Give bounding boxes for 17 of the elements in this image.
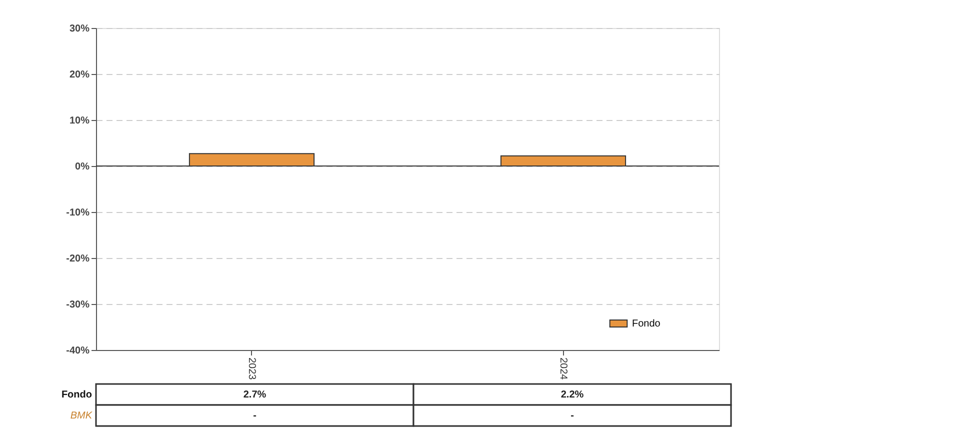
x-tick-label: 2024 xyxy=(557,358,568,380)
y-tick-label: 10% xyxy=(69,116,90,126)
text: Fondo xyxy=(61,390,92,400)
y-tick-label: -20% xyxy=(66,254,90,264)
legend-label: Fondo xyxy=(632,318,661,330)
y-tick-label: 20% xyxy=(69,70,90,80)
y-tick-label: -40% xyxy=(66,346,90,356)
data-label: 2.7% xyxy=(243,390,266,400)
y-tick-label: -10% xyxy=(66,208,90,218)
legend-label: BMK xyxy=(70,410,94,422)
x-tick-label: 2023 xyxy=(246,358,257,380)
data-label: 2.2% xyxy=(560,390,584,400)
y-tick-label: 30% xyxy=(69,24,90,34)
y-tick-label: -30% xyxy=(66,300,90,310)
text: - xyxy=(570,410,574,422)
text: - xyxy=(253,410,256,422)
y-tick-label: 0% xyxy=(75,162,90,172)
